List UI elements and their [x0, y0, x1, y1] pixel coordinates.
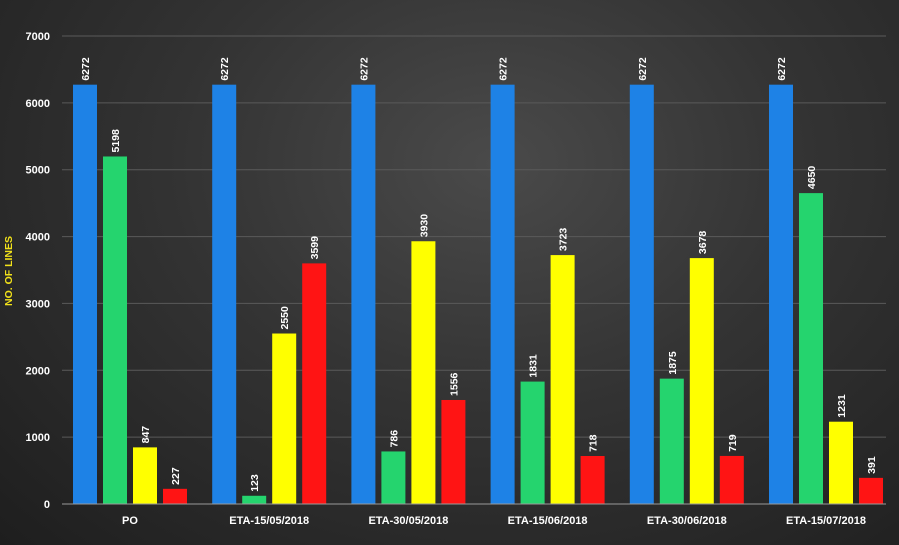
bar [381, 451, 406, 504]
data-label: 3599 [309, 236, 321, 260]
data-label: 1831 [528, 354, 540, 378]
bar [212, 84, 237, 504]
bar [272, 333, 297, 504]
bar [351, 84, 376, 504]
y-tick-label: 7000 [26, 31, 50, 43]
bar [163, 488, 187, 504]
data-label: 6272 [498, 57, 510, 81]
data-label: 227 [170, 467, 182, 485]
y-tick-label: 0 [44, 499, 50, 511]
bar [73, 84, 97, 504]
gridlines [62, 35, 886, 438]
y-tick-label: 2000 [26, 365, 50, 377]
data-label: 1875 [667, 351, 679, 375]
bar [689, 258, 714, 504]
x-tick-label: ETA-15/05/2018 [229, 515, 309, 527]
data-label: 6272 [776, 57, 788, 81]
data-label: 4650 [806, 166, 818, 190]
data-label: 2550 [279, 306, 291, 330]
bar [490, 84, 515, 504]
x-tick-label: ETA-30/06/2018 [647, 515, 727, 527]
bar [629, 84, 654, 504]
data-label: 1556 [448, 372, 460, 396]
data-label: 6272 [358, 57, 370, 81]
bar [520, 381, 545, 504]
data-label: 3678 [697, 231, 709, 255]
bar [103, 156, 127, 505]
x-tick-label: ETA-15/07/2018 [786, 515, 866, 527]
data-label: 3723 [558, 228, 570, 252]
data-label: 1231 [836, 394, 848, 418]
y-tick-label: 3000 [26, 298, 50, 310]
x-tick-label: ETA-30/05/2018 [368, 515, 448, 527]
data-label: 718 [588, 434, 600, 452]
bar [799, 193, 823, 504]
x-tick-label: PO [122, 515, 138, 527]
x-tick-label: ETA-15/06/2018 [508, 515, 588, 527]
y-tick-label: 6000 [26, 98, 50, 110]
bar [580, 455, 605, 504]
y-axis-title: NO. OF LINES [3, 236, 15, 306]
y-tick-label: 1000 [26, 432, 50, 444]
axes: 0 1000 2000 3000 4000 5000 6000 7000 PO ETA-15/05… [26, 31, 886, 527]
data-label: 6272 [219, 57, 231, 81]
bar [302, 263, 327, 504]
bar [829, 421, 853, 504]
y-tick-label: 5000 [26, 165, 50, 177]
data-labels: 6272 5198 847 227 6272 123 2550 3599 6272 786 3930… [80, 57, 878, 492]
bar [411, 241, 436, 504]
bar [550, 255, 575, 504]
data-label: 6272 [637, 57, 649, 81]
data-label: 786 [388, 430, 400, 448]
bar [242, 495, 267, 504]
bar [659, 378, 684, 504]
bar [719, 455, 744, 504]
bar [133, 447, 157, 504]
data-label: 3930 [418, 214, 430, 238]
bars [73, 84, 883, 505]
bar [769, 84, 793, 504]
y-tick-label: 4000 [26, 232, 50, 244]
data-label: 6272 [80, 57, 92, 81]
data-label: 123 [249, 474, 261, 492]
data-label: 847 [140, 426, 152, 444]
bar [441, 399, 466, 504]
data-label: 5198 [110, 129, 122, 153]
bar [859, 477, 883, 504]
data-label: 719 [727, 434, 739, 452]
data-label: 391 [866, 456, 878, 474]
